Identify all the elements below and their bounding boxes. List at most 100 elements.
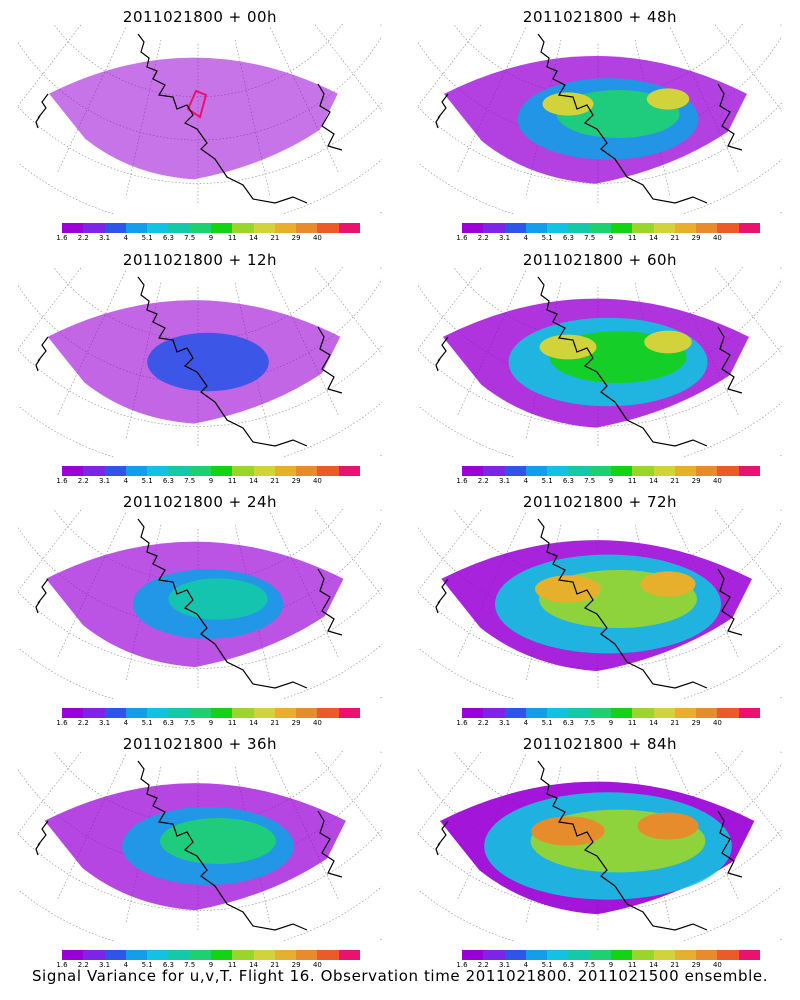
map-panel: 2011021800 + 84h 1.6 2.2 3.1 4 5.1 6.3 7.5 9 11 14… xyxy=(400,727,800,970)
variance-map xyxy=(18,24,382,214)
colorbar-label: 11 xyxy=(227,961,237,969)
colorbar-label: 40 xyxy=(712,961,722,969)
colorbar-label: 4 xyxy=(523,477,529,485)
colorbar-label: 3.1 xyxy=(498,234,511,242)
colorbar-segment xyxy=(483,466,505,476)
panel-title: 2011021800 + 84h xyxy=(522,735,678,753)
colorbar-label: 40 xyxy=(712,719,722,727)
colorbar-labels: 1.6 2.2 3.1 4 5.1 6.3 7.5 9 11 14 21 29 40 xyxy=(456,234,760,244)
colorbar-label: 4 xyxy=(523,961,529,969)
colorbar-segment xyxy=(717,708,739,718)
colorbar-segment xyxy=(483,708,505,718)
colorbar-segment xyxy=(210,708,233,718)
colorbar-segment xyxy=(296,223,318,233)
colorbar-label: 11 xyxy=(627,719,637,727)
colorbar-segment xyxy=(104,223,126,233)
colorbar-segment xyxy=(653,466,675,476)
colorbar-segment xyxy=(189,708,211,718)
colorbar-segment xyxy=(210,466,233,476)
colorbar-segment xyxy=(483,950,505,960)
colorbar-segment xyxy=(653,708,675,718)
colorbar-label: 11 xyxy=(227,719,237,727)
colorbar-segment xyxy=(610,223,633,233)
colorbar-label: 29 xyxy=(691,477,701,485)
colorbar-segment xyxy=(674,708,697,718)
colorbar-segment xyxy=(696,466,718,476)
colorbar-label: 21 xyxy=(670,719,680,727)
colorbar-label: 40 xyxy=(312,961,322,969)
figure-caption: Signal Variance for u,v,T. Flight 16. Ob… xyxy=(31,967,769,985)
colorbar-segment xyxy=(232,223,254,233)
colorbar-segment xyxy=(317,708,339,718)
colorbar-label: 1.6 xyxy=(56,719,68,727)
colorbar-segment xyxy=(189,223,211,233)
colorbar-segment xyxy=(589,950,611,960)
colorbar-label: 6.3 xyxy=(562,234,574,242)
colorbar-segment xyxy=(232,708,254,718)
colorbar-segment xyxy=(462,466,484,476)
colorbar-label: 29 xyxy=(691,719,701,727)
colorbar-segment xyxy=(547,950,569,960)
colorbar-label: 9 xyxy=(208,234,214,242)
colorbar-label: 2.2 xyxy=(77,234,89,242)
colorbar-segment xyxy=(610,708,633,718)
colorbar-labels: 1.6 2.2 3.1 4 5.1 6.3 7.5 9 11 14 21 29 40 xyxy=(456,719,760,729)
colorbar-segment xyxy=(296,708,318,718)
colorbar-segment xyxy=(189,466,211,476)
panel-title: 2011021800 + 36h xyxy=(122,735,278,753)
colorbar-segment xyxy=(253,466,275,476)
colorbar-label: 9 xyxy=(208,961,214,969)
panel-title: 2011021800 + 48h xyxy=(522,8,678,26)
colorbar-segment xyxy=(147,708,169,718)
colorbar-label: 7.5 xyxy=(584,234,596,242)
colorbar-label: 4 xyxy=(123,477,129,485)
colorbar-label: 2.2 xyxy=(477,477,489,485)
colorbar-label: 11 xyxy=(227,477,237,485)
colorbar xyxy=(462,466,760,476)
colorbar-label: 9 xyxy=(208,477,214,485)
colorbar-label: 4 xyxy=(523,719,529,727)
colorbar-segment xyxy=(317,466,339,476)
colorbar-segment xyxy=(296,466,318,476)
panel-title: 2011021800 + 00h xyxy=(122,8,278,26)
colorbar xyxy=(62,708,360,718)
colorbar-label: 29 xyxy=(291,234,301,242)
colorbar-label: 40 xyxy=(312,477,322,485)
colorbar-segment xyxy=(653,950,675,960)
colorbar-label: 5.1 xyxy=(141,234,153,242)
colorbar-label: 3.1 xyxy=(98,234,111,242)
colorbar-segment xyxy=(589,466,611,476)
map-panel: 2011021800 + 48h 1.6 2.2 3.1 4 5.1 6.3 7.5 9 11 14… xyxy=(400,0,800,243)
colorbar-segment xyxy=(632,708,654,718)
colorbar-segment xyxy=(168,466,190,476)
colorbar-labels: 1.6 2.2 3.1 4 5.1 6.3 7.5 9 11 14 21 29 40 xyxy=(56,961,360,971)
colorbar-segment xyxy=(83,708,105,718)
colorbar-label: 9 xyxy=(608,477,614,485)
colorbar-labels: 1.6 2.2 3.1 4 5.1 6.3 7.5 9 11 14 21 29 40 xyxy=(56,477,360,487)
colorbar-label: 1.6 xyxy=(56,961,68,969)
colorbar-segment xyxy=(125,708,148,718)
map-panel: 2011021800 + 24h 1.6 2.2 3.1 4 5.1 6.3 7.5 9 11 14… xyxy=(0,485,400,728)
colorbar-label: 1.6 xyxy=(56,477,68,485)
colorbar-segment xyxy=(62,466,84,476)
colorbar-label: 11 xyxy=(227,234,237,242)
map-panel: 2011021800 + 60h 1.6 2.2 3.1 4 5.1 6.3 7.5 9 11 14… xyxy=(400,243,800,486)
colorbar-label: 14 xyxy=(249,961,259,969)
colorbar-segment xyxy=(274,950,297,960)
colorbar-segment xyxy=(338,950,360,960)
colorbar-label: 7.5 xyxy=(184,477,196,485)
variance-map xyxy=(418,267,782,457)
colorbar-segment xyxy=(717,466,739,476)
colorbar-segment xyxy=(147,950,169,960)
colorbar-segment xyxy=(104,708,126,718)
variance-map xyxy=(18,509,382,699)
colorbar-label: 21 xyxy=(270,477,280,485)
colorbar-segment xyxy=(147,466,169,476)
colorbar-label: 6.3 xyxy=(562,961,574,969)
colorbar-segment xyxy=(568,466,590,476)
colorbar xyxy=(62,466,360,476)
colorbar-label: 11 xyxy=(627,234,637,242)
colorbar-label: 4 xyxy=(123,961,129,969)
colorbar-segment xyxy=(462,708,484,718)
colorbar-label: 1.6 xyxy=(456,961,468,969)
